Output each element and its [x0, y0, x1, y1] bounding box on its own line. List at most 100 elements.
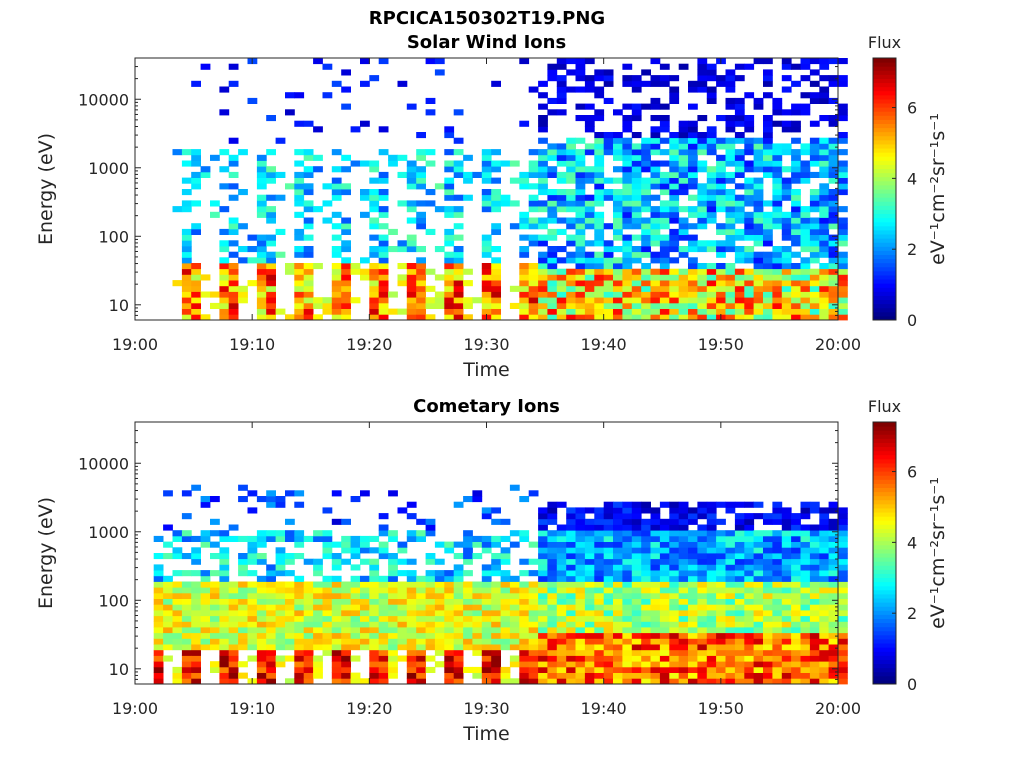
heatmap-cell — [397, 263, 408, 270]
heatmap-cell — [360, 120, 370, 127]
heatmap-cell — [266, 570, 276, 577]
heatmap-cell — [659, 280, 670, 287]
heatmap-cell — [416, 587, 426, 594]
heatmap-cell — [744, 63, 755, 70]
heatmap-cell — [819, 75, 830, 82]
heatmap-cell — [744, 513, 755, 520]
heatmap-cell — [706, 655, 717, 662]
heatmap-cell — [641, 553, 651, 560]
heatmap-cell — [181, 672, 192, 679]
heatmap-cell — [463, 558, 473, 565]
heatmap-cell — [631, 285, 642, 292]
heatmap-cell — [744, 524, 755, 531]
heatmap-cell — [659, 581, 670, 588]
heatmap-cell — [210, 598, 220, 605]
heatmap-cell — [191, 558, 201, 565]
heatmap-cell — [678, 183, 689, 190]
heatmap-cell — [453, 678, 464, 685]
heatmap-cell — [172, 149, 183, 156]
heatmap-cell — [538, 149, 548, 156]
heatmap-cell — [603, 530, 614, 537]
heatmap-cell — [406, 610, 417, 617]
heatmap-cell — [659, 211, 670, 218]
heatmap-cell — [509, 587, 520, 594]
heatmap-cell — [303, 604, 314, 611]
heatmap-cell — [416, 257, 426, 264]
heatmap-cell — [472, 644, 483, 651]
heatmap-cell — [181, 598, 192, 605]
heatmap-cell — [547, 575, 558, 582]
heatmap-cell — [575, 137, 586, 144]
heatmap-cell — [838, 189, 848, 196]
heatmap-cell — [641, 143, 651, 150]
heatmap-cell — [434, 274, 445, 281]
heatmap-cell — [322, 575, 333, 582]
heatmap-cell — [631, 171, 642, 178]
heatmap-cell — [603, 177, 614, 184]
heatmap-cell — [734, 598, 745, 605]
heatmap-cell — [369, 535, 380, 542]
colorbar-segment — [873, 528, 896, 534]
heatmap-cell — [350, 598, 361, 605]
heatmap-cell — [791, 126, 801, 133]
heatmap-cell — [406, 200, 417, 207]
heatmap-cell — [622, 115, 633, 122]
heatmap-cell — [800, 678, 811, 685]
heatmap-cell — [819, 655, 830, 662]
heatmap-cell — [603, 547, 614, 554]
heatmap-cell — [706, 649, 717, 656]
heatmap-cell — [219, 149, 230, 156]
heatmap-cell — [716, 541, 726, 548]
heatmap-cell — [734, 115, 745, 122]
heatmap-cell — [716, 632, 726, 639]
heatmap-cell — [425, 581, 436, 588]
heatmap-cell — [613, 518, 623, 525]
heatmap-cell — [800, 228, 811, 235]
heatmap-cell — [228, 581, 239, 588]
heatmap-cell — [613, 154, 623, 161]
heatmap-cell — [556, 92, 567, 99]
heatmap-cell — [378, 285, 389, 292]
heatmap-cell — [641, 535, 651, 542]
heatmap-cell — [453, 615, 464, 622]
heatmap-cell — [809, 587, 820, 594]
heatmap-cell — [772, 604, 783, 611]
heatmap-cell — [350, 547, 361, 554]
heatmap-cell — [453, 149, 464, 156]
heatmap-cell — [781, 234, 792, 241]
heatmap-cell — [631, 513, 642, 520]
heatmap-cell — [659, 246, 670, 253]
heatmap-cell — [678, 524, 689, 531]
heatmap-cell — [200, 581, 211, 588]
heatmap-cell — [266, 217, 276, 224]
heatmap-cell — [191, 547, 201, 554]
heatmap-cell — [181, 621, 192, 628]
heatmap-cell — [294, 490, 305, 497]
heatmap-cell — [444, 644, 455, 651]
heatmap-cell — [594, 69, 605, 76]
heatmap-cell — [247, 507, 258, 514]
heatmap-cell — [294, 604, 305, 611]
heatmap-cell — [800, 632, 811, 639]
heatmap-cell — [406, 530, 417, 537]
heatmap-cell — [809, 672, 820, 679]
heatmap-cell — [622, 171, 633, 178]
heatmap-cell — [303, 644, 314, 651]
heatmap-cell — [584, 575, 595, 582]
heatmap-cell — [622, 240, 633, 247]
heatmap-cell — [838, 234, 848, 241]
colorbar-segment — [873, 213, 896, 219]
heatmap-cell — [528, 644, 539, 651]
heatmap-cell — [509, 592, 520, 599]
heatmap-cell — [547, 553, 558, 560]
colorbar-segment — [873, 172, 896, 178]
heatmap-cell — [491, 598, 501, 605]
heatmap-cell — [838, 166, 848, 173]
heatmap-cell — [819, 183, 830, 190]
heatmap-cell — [669, 501, 680, 508]
heatmap-cell — [453, 598, 464, 605]
heatmap-cell — [603, 80, 614, 87]
heatmap-cell — [772, 285, 783, 292]
heatmap-cell — [181, 160, 192, 167]
heatmap-cell — [631, 160, 642, 167]
